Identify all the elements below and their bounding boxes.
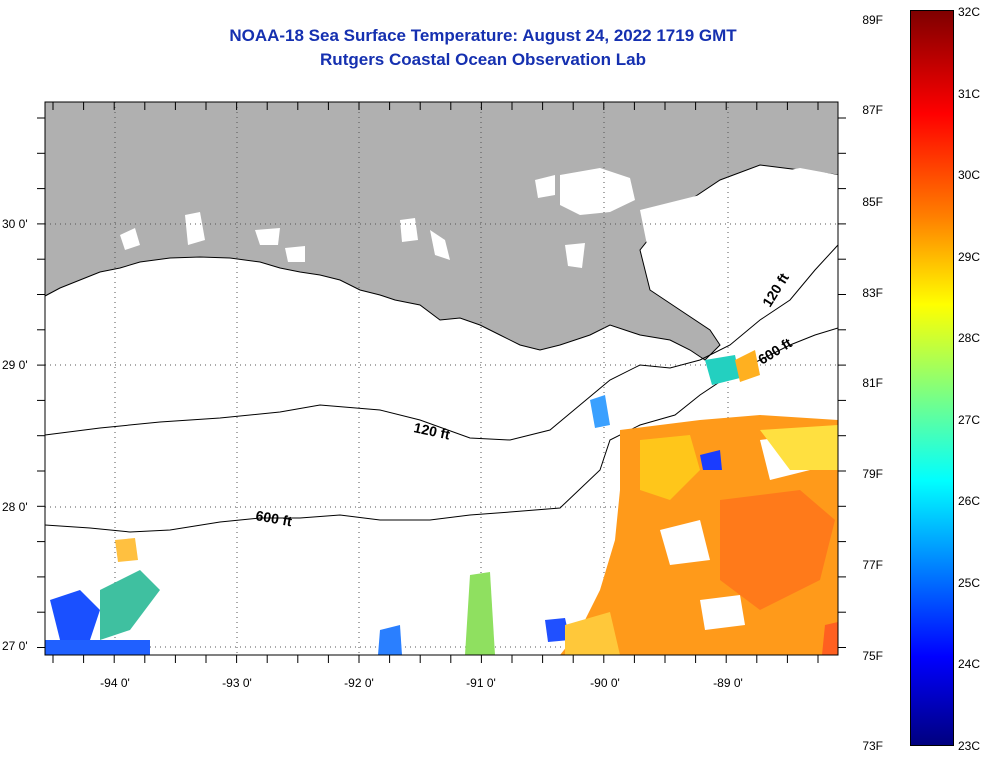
lon-label: -94 0'	[100, 676, 130, 690]
map-title: NOAA-18 Sea Surface Temperature: August …	[229, 26, 737, 45]
lat-label: 30 0'	[2, 217, 28, 231]
lat-label: 28 0'	[2, 500, 28, 514]
colorbar-c-label: 26C	[958, 494, 981, 508]
temperature-colorbar	[910, 10, 954, 746]
lake	[565, 243, 585, 268]
lake	[400, 218, 418, 242]
colorbar-f-label: 81F	[862, 376, 883, 390]
lake	[640, 168, 838, 300]
colorbar-f-label: 79F	[862, 467, 883, 481]
colorbar-f-label: 75F	[862, 649, 883, 663]
lake	[560, 168, 635, 215]
contour-120ft	[45, 244, 838, 441]
map-subtitle: Rutgers Coastal Ocean Observation Lab	[320, 50, 646, 69]
lat-label: 27 0'	[2, 639, 28, 653]
lake	[185, 212, 205, 245]
colorbar-c-label: 30C	[958, 168, 981, 182]
colorbar-f-label: 85F	[862, 195, 883, 209]
lon-label: -92 0'	[344, 676, 374, 690]
lon-label: -93 0'	[222, 676, 252, 690]
lake	[535, 175, 555, 198]
colorbar-c-label: 25C	[958, 576, 981, 590]
sst-data	[45, 350, 838, 655]
colorbar-f-label: 89F	[862, 13, 883, 27]
colorbar-f-label: 87F	[862, 103, 883, 117]
colorbar-c-label: 27C	[958, 413, 981, 427]
lon-label: -89 0'	[713, 676, 743, 690]
colorbar-f-label: 83F	[862, 286, 883, 300]
lat-label: 29 0'	[2, 358, 28, 372]
lon-label: -91 0'	[466, 676, 496, 690]
colorbar-c-label: 29C	[958, 250, 981, 264]
colorbar-f-label: 77F	[862, 558, 883, 572]
contour-label: 120 ft	[412, 419, 451, 442]
axis-ticks	[37, 102, 846, 663]
lake	[285, 246, 305, 262]
lake	[120, 228, 140, 250]
lon-label: -90 0'	[590, 676, 620, 690]
colorbar-c-label: 28C	[958, 331, 981, 345]
map-frame	[44, 101, 839, 656]
lake	[255, 228, 280, 245]
colorbar-f-label: 73F	[862, 739, 883, 753]
colorbar-c-label: 32C	[958, 5, 981, 19]
lake	[430, 230, 450, 260]
colorbar-c-label: 24C	[958, 657, 981, 671]
colorbar-c-label: 23C	[958, 739, 981, 753]
contour-label: 600 ft	[254, 507, 293, 529]
colorbar-c-label: 31C	[958, 87, 981, 101]
